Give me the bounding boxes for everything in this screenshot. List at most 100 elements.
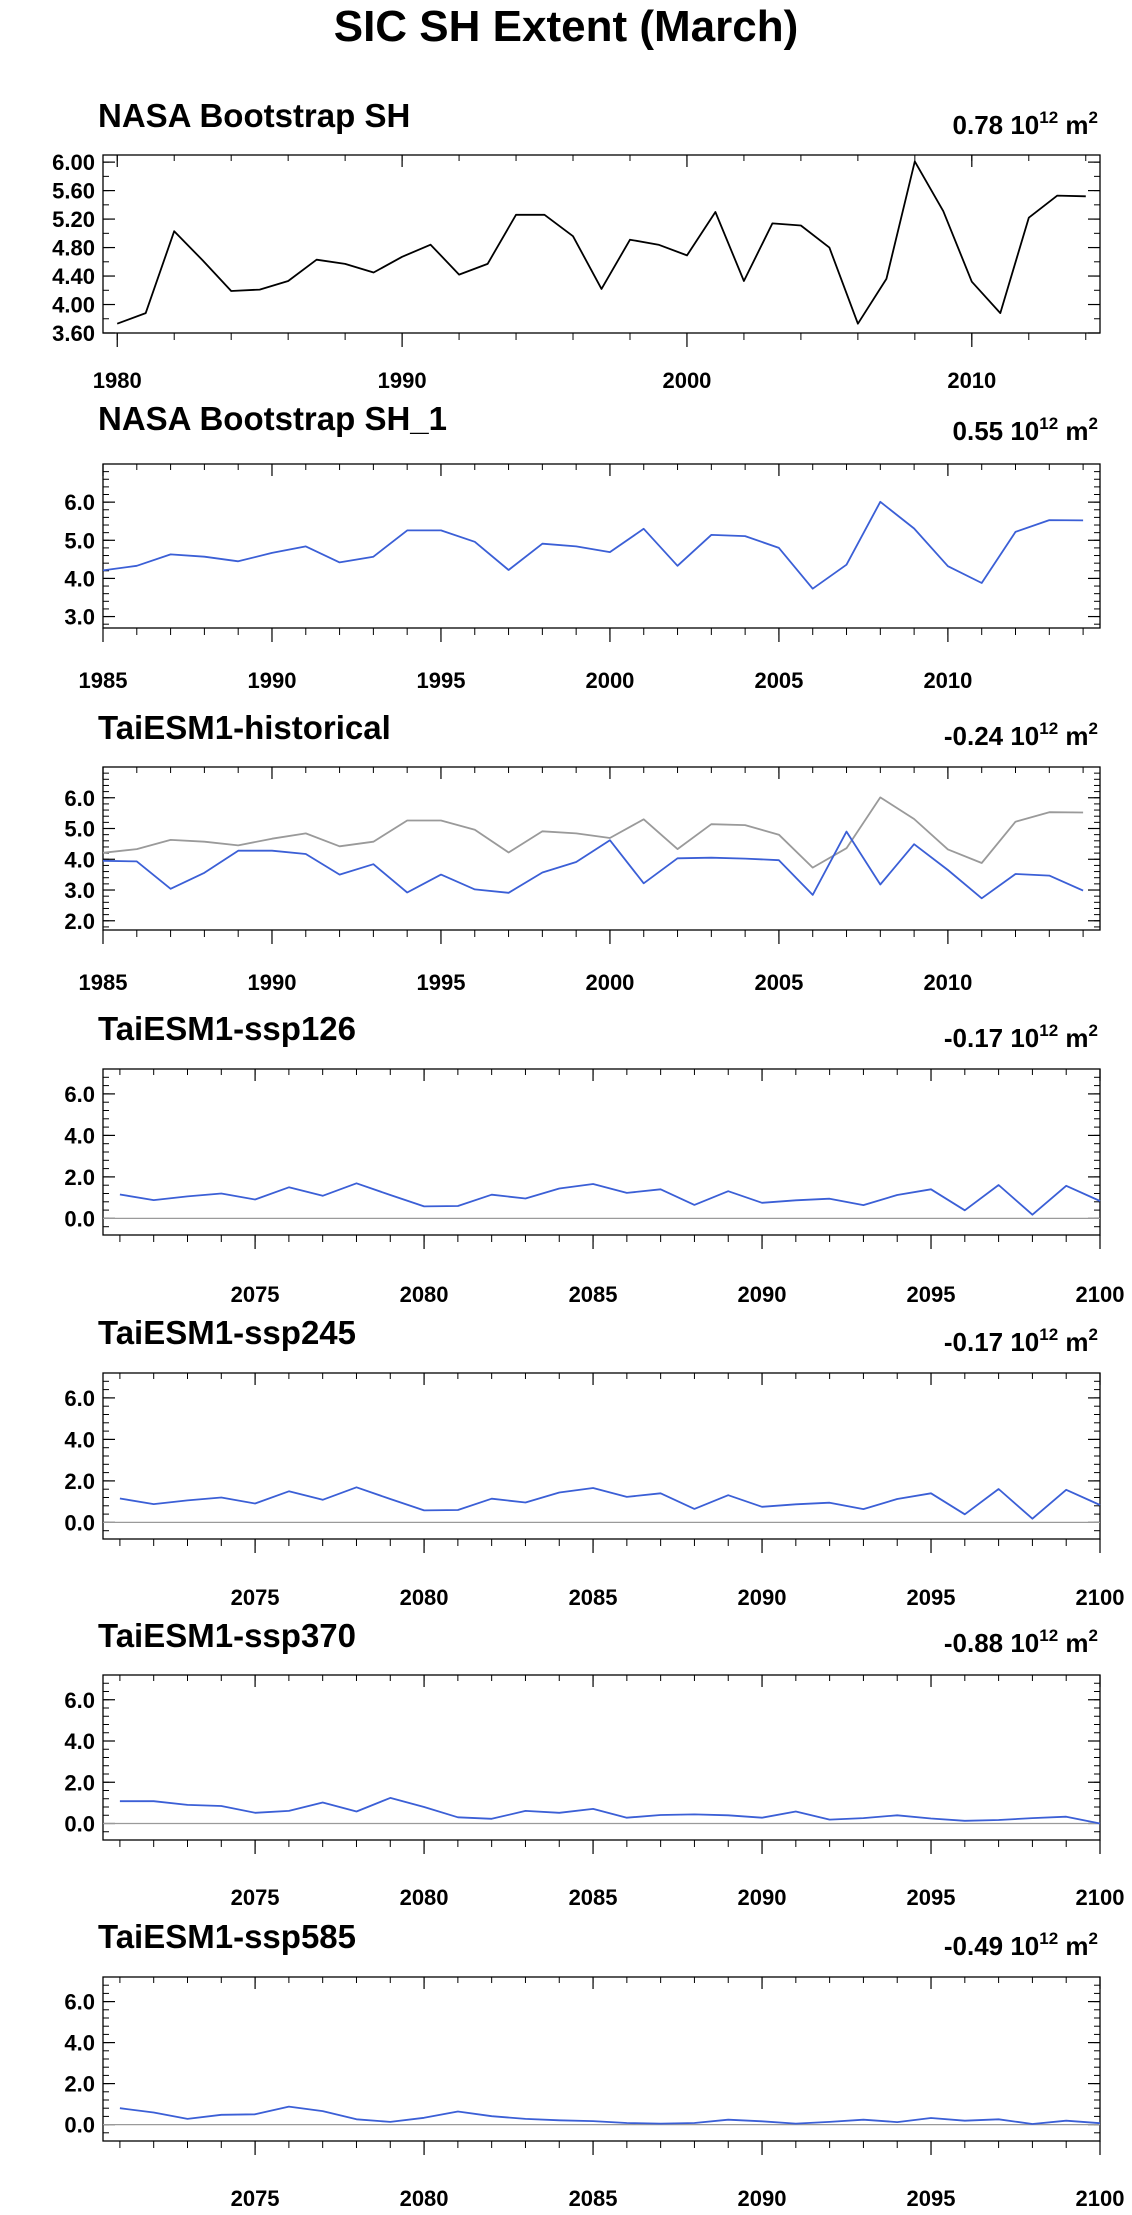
- x-tick-label: 2085: [569, 1585, 618, 1610]
- series-line-1: [119, 2105, 1101, 2125]
- y-tick-label: 6.0: [64, 786, 95, 811]
- x-tick-label: 2095: [907, 1585, 956, 1610]
- y-tick-label: 4.0: [64, 2031, 95, 2056]
- y-tick-label: 6.0: [64, 1990, 95, 2015]
- x-tick-label: 2100: [1076, 2186, 1125, 2211]
- chart-panel-5: TaiESM1-ssp245 -0.17 1012 m2 0.0 2.0 4.0 6.0 2…: [64, 1314, 1124, 1610]
- x-tick-label: 1980: [93, 368, 142, 393]
- x-tick-label: 1990: [248, 970, 297, 995]
- y-tick-label: 4.80: [52, 236, 95, 261]
- panel-title: TaiESM1-ssp245: [98, 1314, 356, 1351]
- y-tick-label: 4.0: [64, 1123, 95, 1148]
- series-line-1: [116, 160, 1086, 325]
- x-tick-label: 2100: [1076, 1885, 1125, 1910]
- y-tick-label: 6.0: [64, 1386, 95, 1411]
- y-tick-label: 0.0: [64, 1812, 95, 1837]
- series-line-1: [102, 796, 1084, 869]
- x-tick-label: 1995: [416, 970, 465, 995]
- series-line-1: [119, 1182, 1101, 1216]
- plot-frame: [102, 1976, 1101, 2142]
- trend-annotation: -0.49 1012 m2: [944, 1929, 1098, 1961]
- x-tick-label: 2100: [1076, 1585, 1125, 1610]
- x-tick-label: 2090: [738, 1282, 787, 1307]
- y-tick-label: 5.20: [52, 207, 95, 232]
- plot-frame: [102, 766, 1101, 931]
- series-line-1: [102, 500, 1084, 590]
- y-tick-label: 4.40: [52, 264, 95, 289]
- y-tick-label: 0.0: [64, 1510, 95, 1535]
- panel-title: NASA Bootstrap SH: [98, 97, 410, 134]
- y-tick-label: 5.0: [64, 528, 95, 553]
- panel-title: TaiESM1-ssp126: [98, 1010, 356, 1047]
- x-tick-label: 2010: [947, 368, 996, 393]
- x-tick-label: 2000: [585, 668, 634, 693]
- y-tick-label: 0.0: [64, 2113, 95, 2138]
- trend-annotation: -0.24 1012 m2: [944, 719, 1098, 751]
- x-tick-label: 2010: [923, 970, 972, 995]
- y-tick-label: 4.0: [64, 1729, 95, 1754]
- y-tick-label: 2.0: [64, 1165, 95, 1190]
- x-tick-label: 2100: [1076, 1282, 1125, 1307]
- y-tick-label: 4.00: [52, 293, 95, 318]
- panel-title: TaiESM1-historical: [98, 709, 391, 746]
- plot-frame: [102, 463, 1101, 629]
- y-tick-label: 2.0: [64, 909, 95, 934]
- chart-panel-2: NASA Bootstrap SH_1 0.55 1012 m2 3.0 4.0 5.0…: [64, 400, 1101, 693]
- y-tick-label: 6.0: [64, 490, 95, 515]
- x-tick-label: 1990: [378, 368, 427, 393]
- y-tick-label: 6.0: [64, 1688, 95, 1713]
- x-tick-label: 2080: [400, 2186, 449, 2211]
- x-tick-label: 2080: [400, 1885, 449, 1910]
- x-tick-label: 2010: [923, 668, 972, 693]
- chart-panel-3: TaiESM1-historical -0.24 1012 m2 2.0 3.0 4.0…: [64, 709, 1101, 995]
- trend-annotation: -0.17 1012 m2: [944, 1325, 1098, 1357]
- y-tick-label: 5.0: [64, 817, 95, 842]
- x-tick-label: 2075: [231, 1885, 280, 1910]
- x-tick-label: 2075: [231, 2186, 280, 2211]
- y-tick-label: 5.60: [52, 179, 95, 204]
- x-tick-label: 2090: [738, 1885, 787, 1910]
- trend-annotation: 0.78 1012 m2: [953, 108, 1098, 140]
- y-tick-label: 2.0: [64, 2072, 95, 2097]
- y-tick-label: 3.0: [64, 605, 95, 630]
- x-tick-label: 1990: [248, 668, 297, 693]
- x-tick-label: 2005: [754, 970, 803, 995]
- trend-annotation: -0.17 1012 m2: [944, 1021, 1098, 1053]
- x-tick-label: 2000: [585, 970, 634, 995]
- y-tick-label: 3.0: [64, 878, 95, 903]
- panel-title: NASA Bootstrap SH_1: [98, 400, 447, 437]
- y-tick-label: 0.0: [64, 1206, 95, 1231]
- series-line-1: [119, 1486, 1101, 1520]
- x-tick-label: 1985: [79, 970, 128, 995]
- chart-panel-4: TaiESM1-ssp126 -0.17 1012 m2 0.0 2.0 4.0 6.0 2…: [64, 1010, 1124, 1307]
- trend-annotation: -0.88 1012 m2: [944, 1626, 1098, 1658]
- x-tick-label: 2085: [569, 2186, 618, 2211]
- series-line-2: [102, 830, 1084, 900]
- x-tick-label: 2095: [907, 1282, 956, 1307]
- panel-title: TaiESM1-ssp370: [98, 1617, 356, 1654]
- chart-panel-7: TaiESM1-ssp585 -0.49 1012 m2 0.0 2.0 4.0 6.0 2…: [64, 1918, 1124, 2211]
- x-tick-label: 1985: [79, 668, 128, 693]
- x-tick-label: 2095: [907, 1885, 956, 1910]
- x-tick-label: 2075: [231, 1282, 280, 1307]
- plot-frame: [102, 1068, 1101, 1236]
- y-tick-label: 2.0: [64, 1770, 95, 1795]
- y-tick-label: 4.0: [64, 847, 95, 872]
- x-tick-label: 2005: [754, 668, 803, 693]
- y-tick-label: 6.0: [64, 1082, 95, 1107]
- x-tick-label: 2085: [569, 1282, 618, 1307]
- series-line-1: [119, 1797, 1101, 1825]
- plot-frame: [102, 1674, 1101, 1841]
- x-tick-label: 2075: [231, 1585, 280, 1610]
- x-tick-label: 2080: [400, 1282, 449, 1307]
- plot-frame: [102, 154, 1101, 334]
- figure-title: SIC SH Extent (March): [333, 2, 799, 51]
- x-tick-label: 2090: [738, 1585, 787, 1610]
- x-tick-label: 1995: [416, 668, 465, 693]
- x-tick-label: 2085: [569, 1885, 618, 1910]
- y-tick-label: 4.0: [64, 566, 95, 591]
- chart-panel-1: NASA Bootstrap SH 0.78 1012 m2 3.60 4.00 4.4…: [52, 97, 1101, 393]
- panel-title: TaiESM1-ssp585: [98, 1918, 356, 1955]
- x-tick-label: 2080: [400, 1585, 449, 1610]
